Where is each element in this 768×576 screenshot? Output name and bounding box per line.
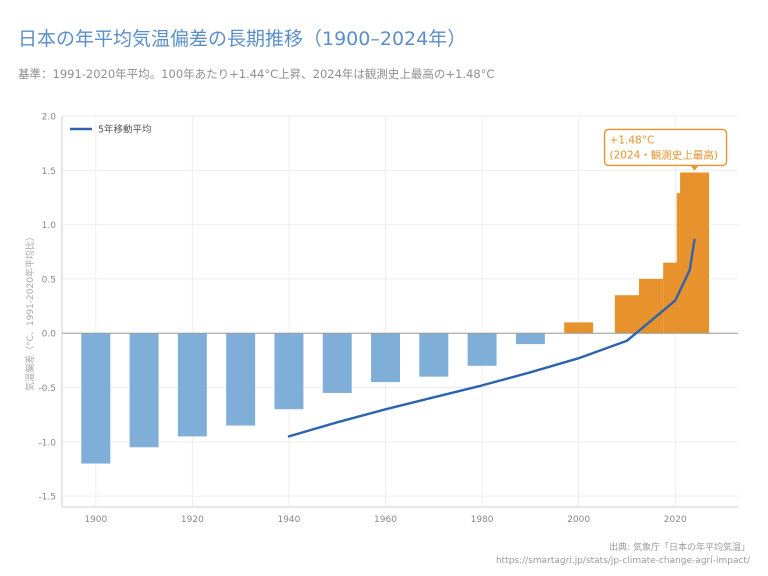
- y-tick-label: 1.5: [42, 167, 56, 177]
- source-credit: 出典: 気象庁「日本の年平均気温」: [609, 543, 750, 553]
- x-tick-label: 1980: [471, 515, 494, 525]
- y-tick-label: 0.5: [42, 275, 56, 285]
- anomaly-bar: [614, 295, 640, 334]
- anomaly-bar: [177, 333, 207, 437]
- anomaly-bar: [564, 322, 594, 334]
- chart-title: 日本の年平均気温偏差の長期推移（1900–2024年）: [18, 28, 467, 50]
- anomaly-bar: [322, 333, 352, 393]
- annotation-value: +1.48°C: [610, 134, 655, 146]
- y-tick-label: -0.5: [38, 384, 56, 394]
- axis-layer: [61, 116, 738, 508]
- anomaly-bar: [515, 333, 545, 345]
- x-tick-label: 2000: [567, 515, 590, 525]
- annotation-box: [603, 128, 728, 167]
- x-tick-label: 2020: [664, 515, 687, 525]
- anomaly-bar: [663, 262, 678, 334]
- anomaly-bar: [226, 333, 256, 426]
- bars-layer: [81, 172, 710, 464]
- legend: 5年移動平均: [70, 124, 152, 136]
- anomaly-bar: [419, 333, 449, 377]
- x-tick-label: 1900: [84, 515, 107, 525]
- x-tick-labels: 1900 1920 1940 1960 1980 2000 2020: [84, 515, 687, 525]
- x-tick-label: 1960: [374, 515, 397, 525]
- anomaly-bar: [680, 172, 710, 334]
- legend-label: 5年移動平均: [98, 124, 152, 136]
- source-url: https://smartagri.jp/stats/jp-climate-ch…: [495, 556, 750, 566]
- anomaly-bar: [371, 333, 400, 383]
- moving-average-line: [287, 238, 696, 438]
- y-axis-label: 気温偏差（°C、1991-2020年平均比）: [24, 232, 36, 391]
- anomaly-bar: [274, 333, 304, 410]
- y-tick-label: 1.0: [42, 221, 57, 231]
- y-tick-label: -1.5: [38, 493, 56, 503]
- chart-subtitle: 基準：1991-2020年平均。100年あたり+1.44°C上昇、2024年は観…: [18, 67, 495, 81]
- y-tick-label: 0.0: [42, 330, 57, 340]
- grid-layer: [62, 115, 738, 507]
- y-tick-label: 2.0: [42, 113, 57, 123]
- x-tick-label: 1940: [277, 515, 300, 525]
- annotation-note: (2024・観測史上最高): [610, 148, 718, 161]
- anomaly-bar: [129, 333, 159, 448]
- anomaly-bar: [639, 278, 664, 334]
- anomaly-bar: [81, 333, 111, 464]
- x-tick-label: 1920: [181, 515, 204, 525]
- y-tick-labels: -1.5 -1.0 -0.5 0.0 0.5 1.0 1.5 2.0: [38, 113, 56, 503]
- anomaly-bar: [467, 333, 497, 366]
- y-tick-label: -1.0: [38, 438, 56, 448]
- peak-annotation: +1.48°C (2024・観測史上最高): [603, 128, 728, 171]
- annotation-pointer: [690, 165, 699, 171]
